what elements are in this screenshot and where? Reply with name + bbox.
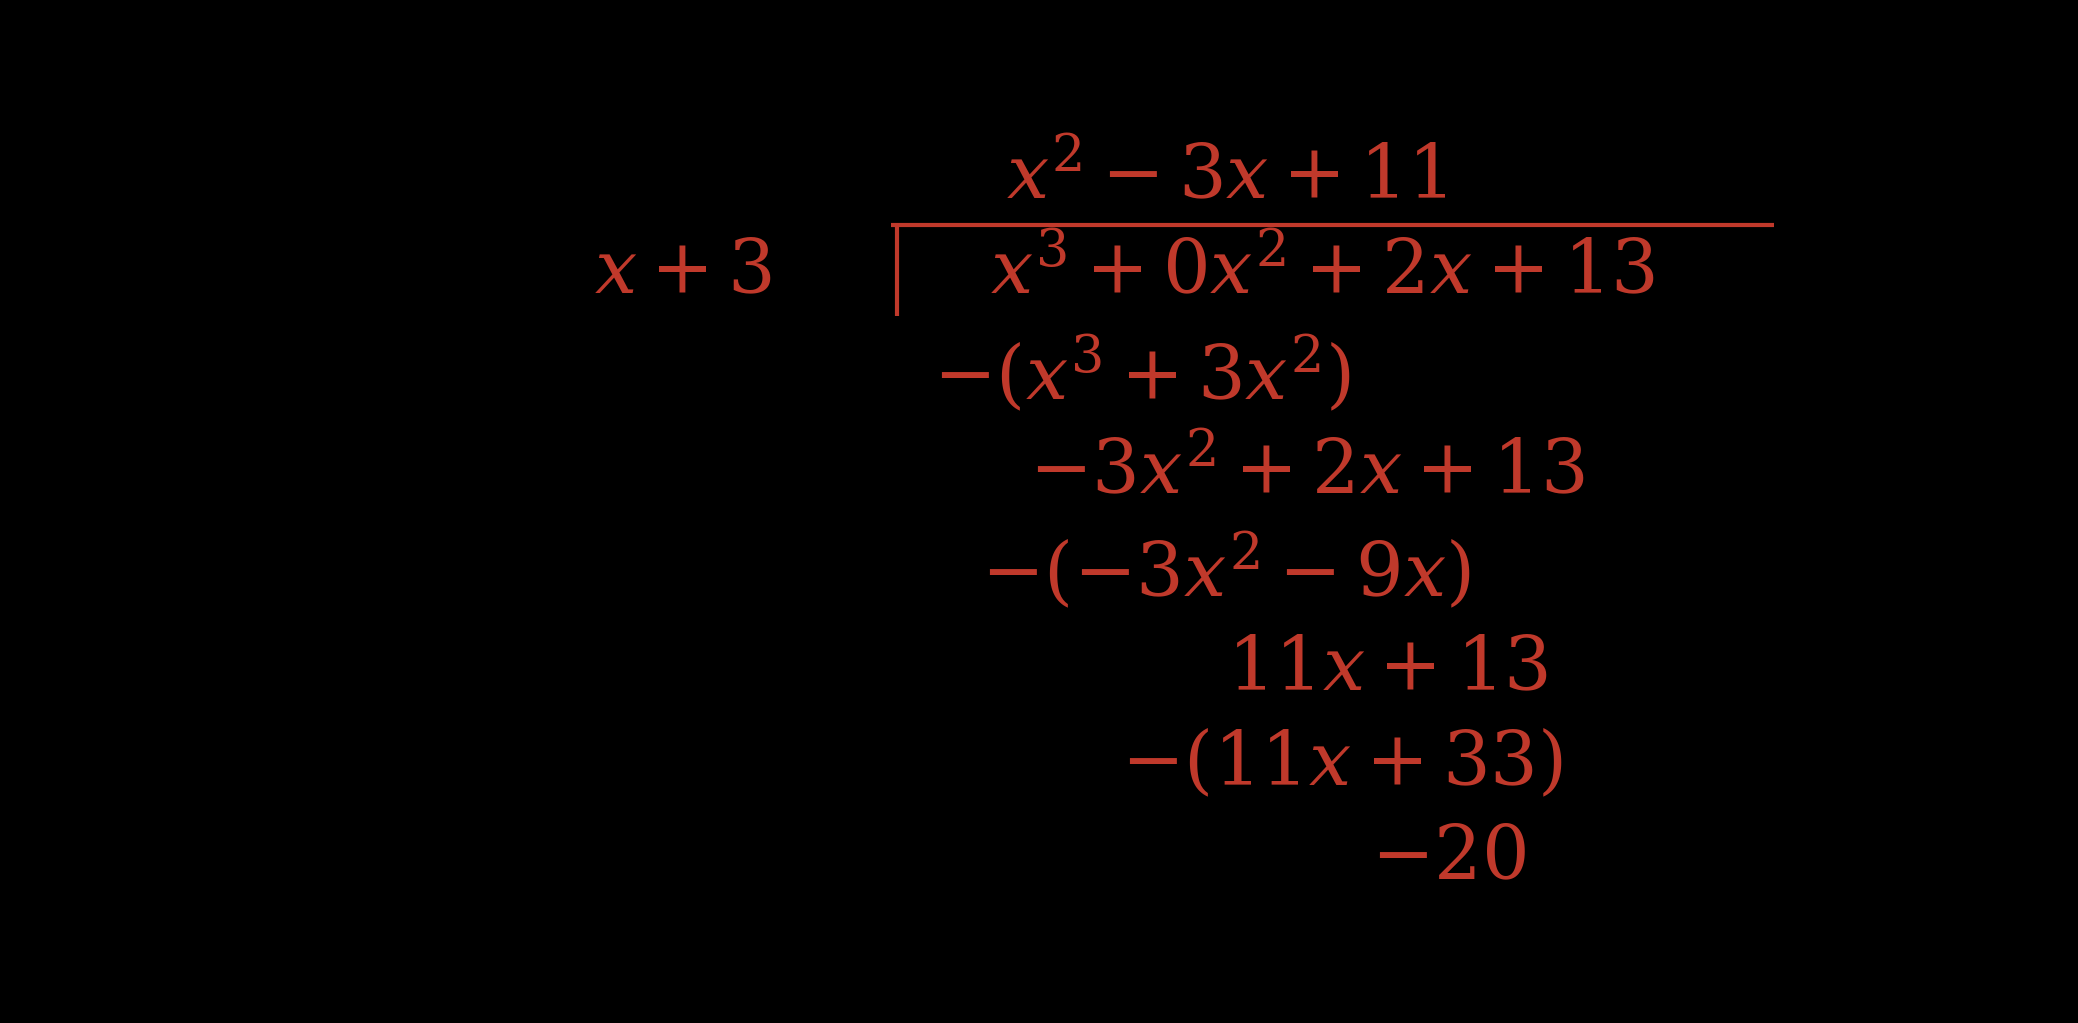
Text: $-3x^2 + 2x + 13$: $-3x^2 + 2x + 13$ [1029,437,1586,509]
Text: $-20$: $-20$ [1371,822,1525,896]
Text: $-(11x + 33)$: $-(11x + 33)$ [1120,728,1563,801]
Text: $x + 3$: $x + 3$ [594,236,771,309]
Text: $x^3 + 0x^2 + 2x + 13$: $x^3 + 0x^2 + 2x + 13$ [989,236,1656,309]
Text: $11x + 13$: $11x + 13$ [1226,633,1548,707]
Text: $x^2 - 3x + 11$: $x^2 - 3x + 11$ [1006,141,1446,215]
Text: $-(x^3 + 3x^2)$: $-(x^3 + 3x^2)$ [933,333,1351,415]
Text: $-(-3x^2 - 9x)$: $-(-3x^2 - 9x)$ [981,531,1471,613]
